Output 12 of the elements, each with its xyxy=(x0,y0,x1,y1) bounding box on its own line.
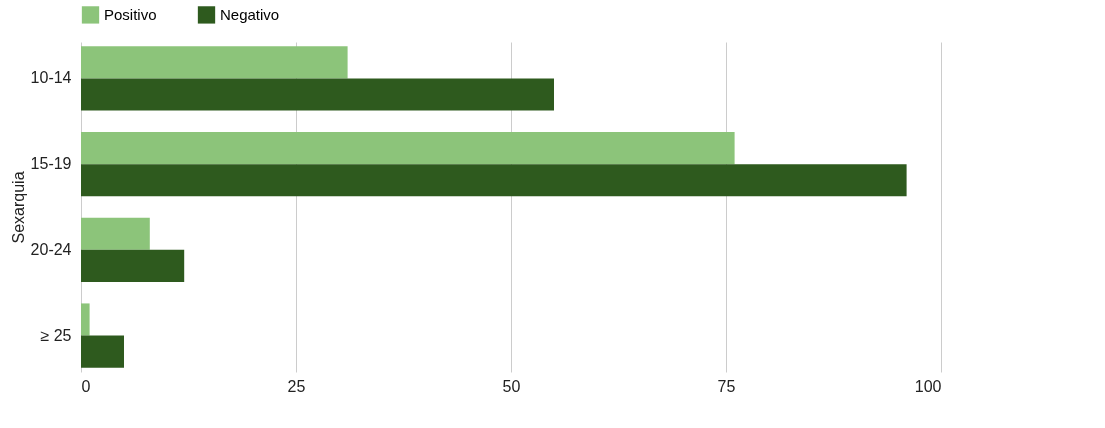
y-tick-label: 10-14 xyxy=(30,69,72,87)
x-tick-label: 0 xyxy=(81,377,91,395)
y-tick-label: 20-24 xyxy=(30,240,72,258)
legend-label: Positivo xyxy=(104,5,157,23)
y-tick-label: 15-19 xyxy=(30,155,72,173)
x-tick-label: 75 xyxy=(717,377,736,395)
legend-label: Negativo xyxy=(220,5,280,23)
y-axis-title: Sexarquia xyxy=(9,171,27,244)
x-tick-label: 50 xyxy=(502,377,521,395)
x-tick-label: 25 xyxy=(287,377,306,395)
x-tick-label: 100 xyxy=(914,377,942,395)
y-tick-label: ≥ 25 xyxy=(40,326,72,344)
